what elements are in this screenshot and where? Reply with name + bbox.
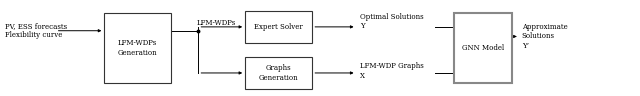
- Text: PV, ESS forecasts
Flexibility curve: PV, ESS forecasts Flexibility curve: [5, 22, 67, 39]
- Text: Expert Solver: Expert Solver: [254, 23, 303, 31]
- Text: GNN Model: GNN Model: [462, 44, 504, 52]
- Text: Approximate
Solutions
Y’: Approximate Solutions Y’: [522, 23, 567, 50]
- FancyBboxPatch shape: [245, 57, 312, 89]
- FancyBboxPatch shape: [454, 13, 512, 83]
- Text: LFM-WDP Graphs
X: LFM-WDP Graphs X: [360, 62, 424, 80]
- FancyBboxPatch shape: [245, 11, 312, 43]
- FancyBboxPatch shape: [104, 13, 172, 83]
- Text: LFM-WDPs
Generation: LFM-WDPs Generation: [118, 39, 157, 57]
- Text: LFM-WDPs: LFM-WDPs: [196, 19, 236, 27]
- Text: Graphs
Generation: Graphs Generation: [259, 64, 298, 82]
- Text: Optimal Solutions
Y: Optimal Solutions Y: [360, 12, 423, 30]
